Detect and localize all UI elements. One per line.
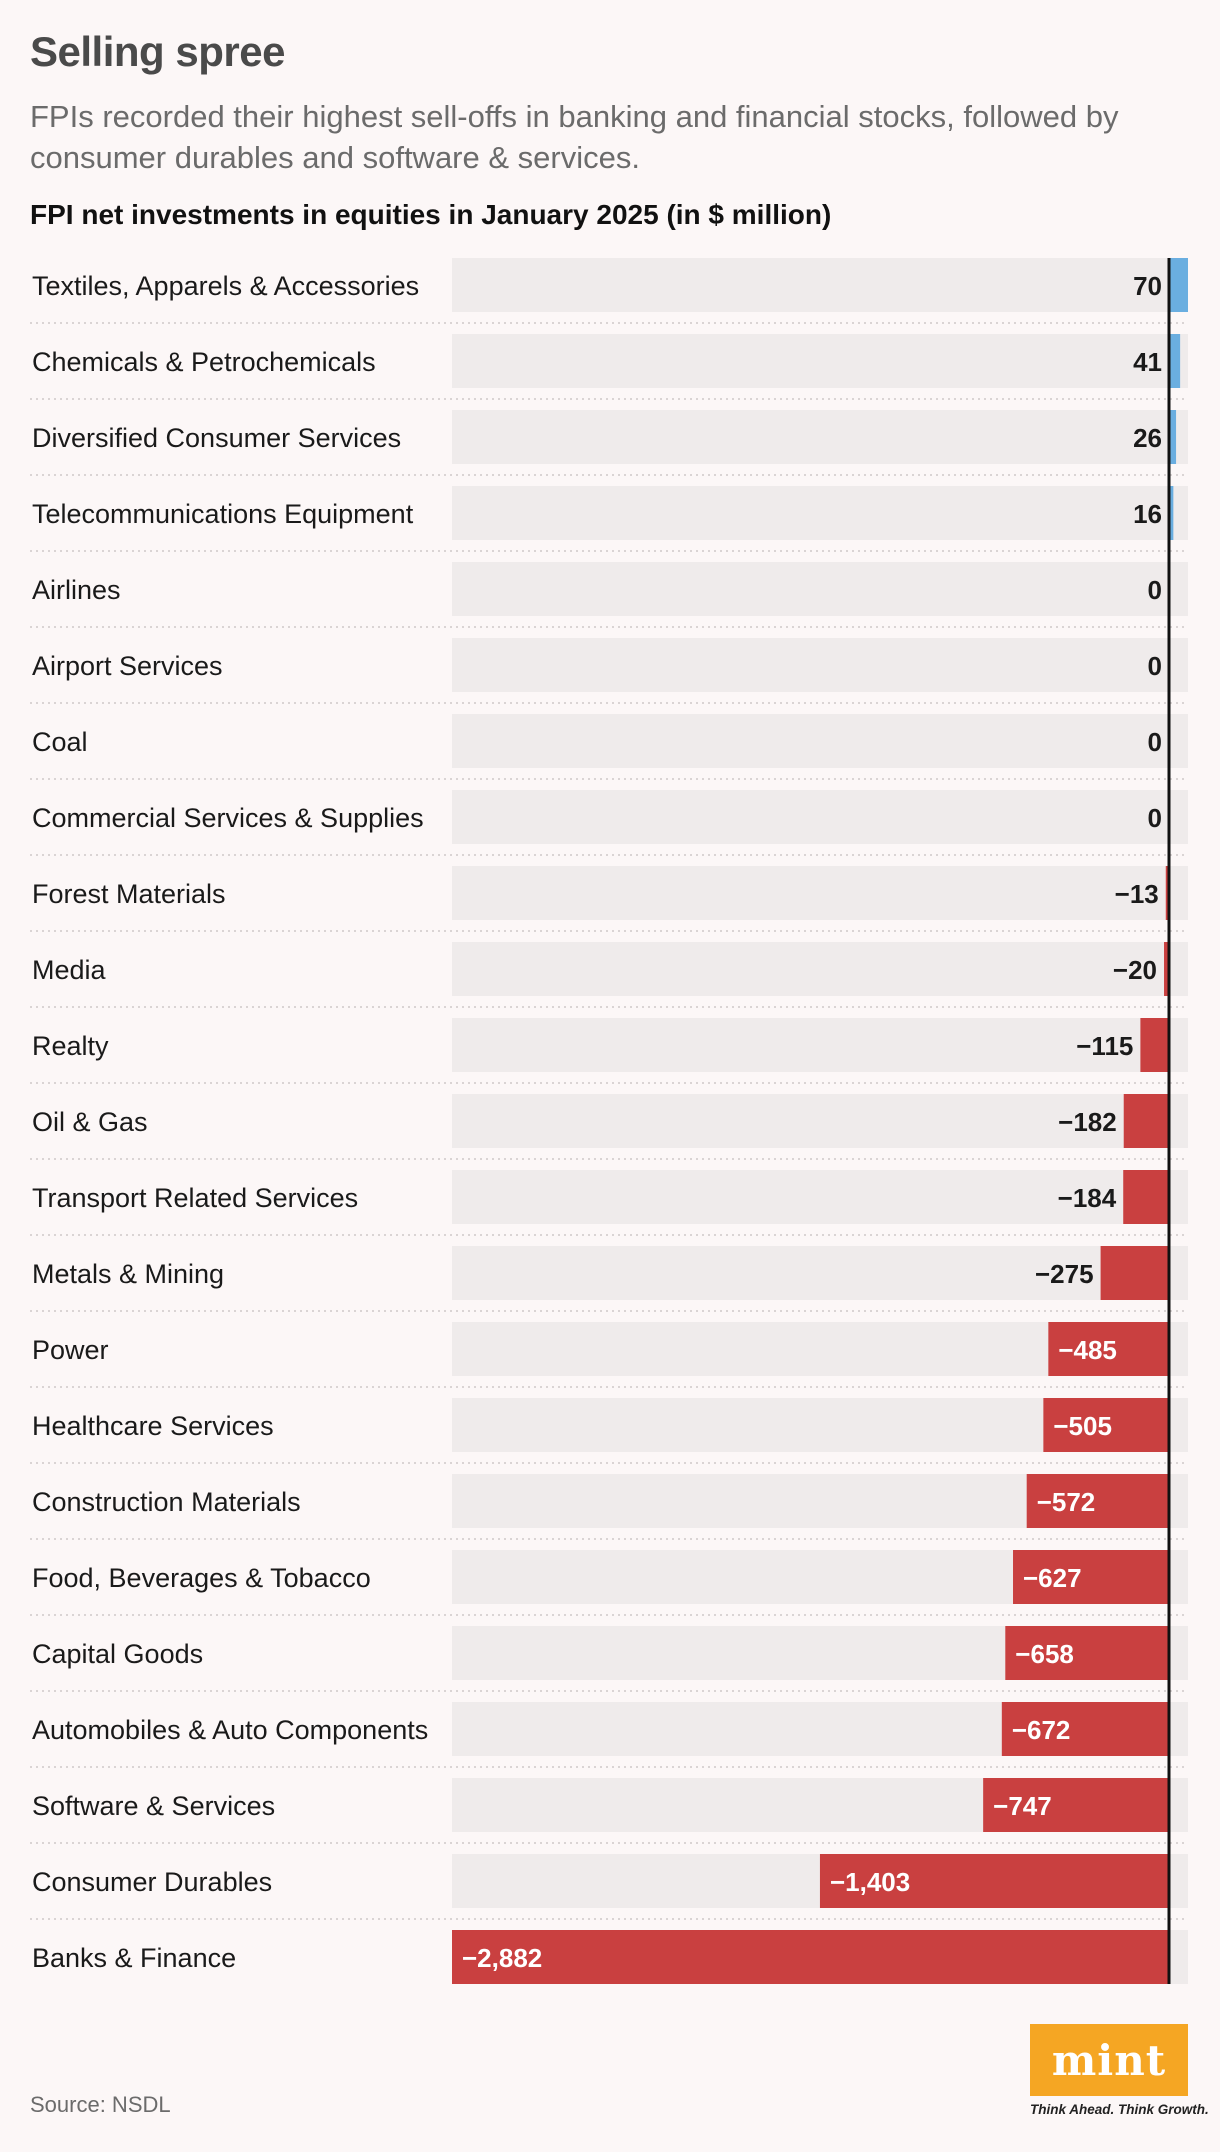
category-label: Textiles, Apparels & Accessories	[32, 271, 419, 301]
bar-track	[452, 1170, 1188, 1224]
mint-logo: mint Think Ahead. Think Growth.	[1030, 2024, 1209, 2117]
bar	[1005, 1626, 1169, 1680]
value-label: −505	[1053, 1411, 1112, 1441]
category-label: Transport Related Services	[32, 1183, 358, 1213]
bar-track	[452, 486, 1188, 540]
category-label: Consumer Durables	[32, 1867, 272, 1897]
category-label: Food, Beverages & Tobacco	[32, 1563, 371, 1593]
category-label: Software & Services	[32, 1791, 275, 1821]
chart-title-heading: Selling spree	[30, 28, 285, 75]
category-label: Metals & Mining	[32, 1259, 224, 1289]
value-label: −115	[1076, 1031, 1133, 1061]
category-label: Power	[32, 1335, 109, 1365]
logo-wordmark: mint	[1030, 2024, 1188, 2096]
value-label: 70	[1133, 271, 1162, 301]
bar	[1026, 1474, 1169, 1528]
bar	[1100, 1246, 1169, 1300]
category-label: Media	[32, 955, 107, 985]
value-label: −672	[1012, 1715, 1071, 1745]
value-label: −13	[1115, 879, 1159, 909]
category-label: Construction Materials	[32, 1487, 301, 1517]
category-label: Telecommunications Equipment	[32, 499, 414, 529]
bar	[1123, 1170, 1169, 1224]
bar	[1001, 1702, 1169, 1756]
category-label: Commercial Services & Supplies	[32, 803, 424, 833]
value-label: −2,882	[462, 1943, 542, 1973]
bar-track	[452, 790, 1188, 844]
bar	[1164, 942, 1169, 996]
category-label: Forest Materials	[32, 879, 226, 909]
value-label: 26	[1133, 423, 1162, 453]
value-label: −627	[1023, 1563, 1082, 1593]
value-label: 0	[1148, 727, 1162, 757]
chart-subtitle: FPIs recorded their highest sell-offs in…	[30, 99, 1119, 175]
bar-track	[452, 714, 1188, 768]
value-label: −485	[1058, 1335, 1117, 1365]
category-label: Diversified Consumer Services	[32, 423, 401, 453]
value-label: −747	[993, 1791, 1052, 1821]
value-label: 0	[1148, 575, 1162, 605]
value-label: −182	[1058, 1107, 1117, 1137]
bar-chart: Textiles, Apparels & Accessories 70 Chemic…	[30, 258, 1188, 1984]
category-label: Banks & Finance	[32, 1943, 236, 1973]
bar-track	[452, 562, 1188, 616]
bar-track	[452, 866, 1188, 920]
bar	[1013, 1550, 1169, 1604]
category-label: Chemicals & Petrochemicals	[32, 347, 376, 377]
bar	[1169, 258, 1188, 312]
bar	[1140, 1018, 1169, 1072]
category-label: Automobiles & Auto Components	[32, 1715, 428, 1745]
bar-track	[452, 258, 1188, 312]
bar-track	[452, 942, 1188, 996]
bar	[1048, 1322, 1169, 1376]
value-label: −275	[1035, 1259, 1094, 1289]
bar	[1169, 486, 1174, 540]
bar	[1123, 1094, 1169, 1148]
bar-track	[452, 638, 1188, 692]
value-label: 0	[1148, 651, 1162, 681]
category-label: Healthcare Services	[32, 1411, 274, 1441]
bar-track	[452, 334, 1188, 388]
bar-track	[452, 1018, 1188, 1072]
value-label: −658	[1015, 1639, 1074, 1669]
bar	[983, 1778, 1169, 1832]
bar	[1169, 410, 1177, 464]
bar	[1165, 866, 1169, 920]
category-label: Airlines	[32, 575, 121, 605]
bar	[1043, 1398, 1169, 1452]
value-label: −184	[1058, 1183, 1117, 1213]
category-label: Oil & Gas	[32, 1107, 148, 1137]
bar	[452, 1930, 1169, 1984]
bar-track	[452, 1246, 1188, 1300]
category-label: Realty	[32, 1031, 109, 1061]
bar	[819, 1854, 1169, 1908]
bar-track	[452, 1094, 1188, 1148]
chart-caption: FPI net investments in equities in Janua…	[30, 199, 832, 230]
logo-tagline: Think Ahead. Think Growth.	[1030, 2102, 1209, 2117]
value-label: 41	[1133, 347, 1162, 377]
category-label: Capital Goods	[32, 1639, 203, 1669]
value-label: 0	[1148, 803, 1162, 833]
bar-track	[452, 410, 1188, 464]
value-label: −1,403	[830, 1867, 910, 1897]
bar	[1169, 334, 1181, 388]
source-note: Source: NSDL	[30, 2092, 171, 2117]
category-label: Airport Services	[32, 651, 223, 681]
value-label: −572	[1037, 1487, 1096, 1517]
category-label: Coal	[32, 727, 88, 757]
value-label: −20	[1113, 955, 1157, 985]
value-label: 16	[1133, 499, 1162, 529]
